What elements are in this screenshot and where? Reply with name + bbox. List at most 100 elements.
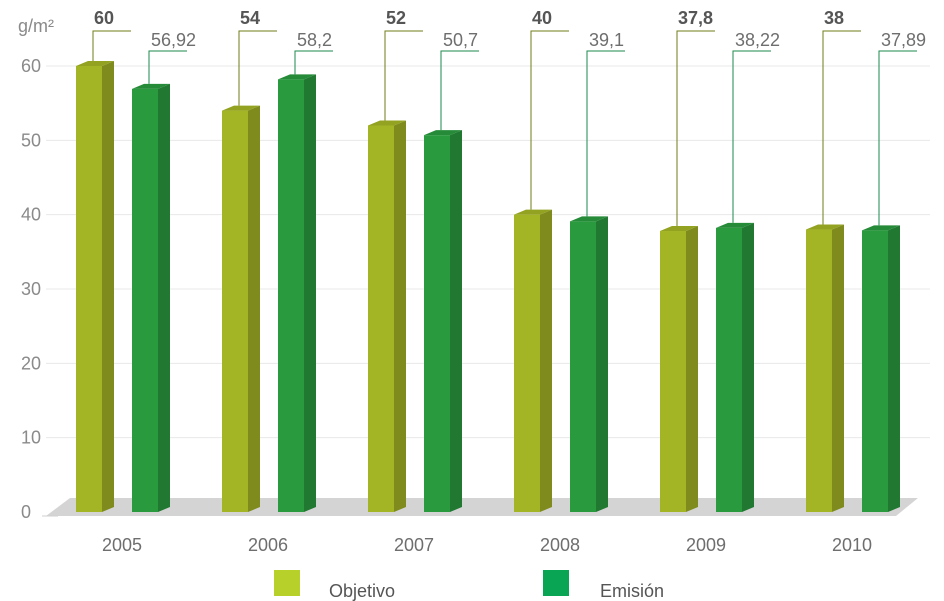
y-tick-label: 20 (21, 353, 41, 373)
y-tick-label: 50 (21, 130, 41, 150)
bar-objetivo-2007 (368, 120, 406, 512)
bar-side (248, 105, 260, 512)
floor-plane (46, 498, 918, 516)
y-tick-label: 60 (21, 56, 41, 76)
bar-front (424, 135, 450, 512)
legend-swatch-objetivo (274, 570, 300, 596)
leader-line (238, 30, 277, 106)
leader-line (822, 30, 861, 225)
bar-top (76, 61, 114, 66)
bar-emision-2010 (862, 225, 900, 512)
bar-front (806, 229, 832, 513)
leader-line (294, 50, 333, 75)
leader-line (148, 50, 187, 84)
legend: Objetivo Emisión (274, 570, 664, 601)
value-label-emision: 50,7 (443, 30, 478, 50)
legend-swatch-emision (543, 570, 569, 596)
leader-line (92, 30, 131, 61)
bar-side (596, 216, 608, 512)
value-label-objetivo: 38 (824, 8, 844, 28)
value-labels: 60 56,92 54 58,2 52 50,7 40 39,1 37,8 38,22 38 37,8… (92, 8, 926, 227)
y-axis: g/m² 0 10 20 30 40 50 60 (18, 16, 58, 522)
leader-line (384, 30, 423, 121)
value-label-emision: 58,2 (297, 30, 332, 50)
bar-front (278, 79, 304, 512)
value-label-emision: 37,89 (881, 30, 926, 50)
bar-emision-2006 (278, 74, 316, 512)
leader-line (586, 50, 625, 217)
value-label-objetivo: 54 (240, 8, 260, 28)
bar-side (832, 224, 844, 513)
bar-front (570, 221, 596, 512)
bar-top (278, 74, 316, 80)
bar-side (742, 222, 754, 512)
bar-top (862, 225, 900, 231)
gridlines (46, 65, 930, 439)
bar-front (222, 110, 248, 512)
bar-front (368, 125, 394, 512)
bar-side (888, 225, 900, 512)
bar-front (716, 227, 742, 512)
y-tick-label: 30 (21, 279, 41, 299)
legend-label-objetivo: Objetivo (329, 581, 395, 601)
bar-top (222, 105, 260, 111)
bar-top (424, 130, 462, 136)
bar-objetivo-2006 (222, 105, 260, 512)
leader-line (878, 50, 917, 226)
bar-side (102, 61, 114, 512)
value-label-objetivo: 60 (94, 8, 114, 28)
legend-label-emision: Emisión (600, 581, 664, 601)
bar-side (540, 209, 552, 512)
bar-top (806, 224, 844, 230)
value-label-emision: 39,1 (589, 30, 624, 50)
x-tick-label: 2005 (102, 535, 142, 555)
x-tick-label: 2006 (248, 535, 288, 555)
y-tick-label: 40 (21, 205, 41, 225)
value-label-objetivo: 37,8 (678, 8, 713, 28)
bar-emision-2005 (132, 83, 170, 513)
bar-top (570, 216, 608, 222)
y-tick-label: 0 (21, 502, 31, 522)
chart-floor (46, 498, 918, 516)
bar-front (132, 88, 158, 513)
bar-side (450, 130, 462, 512)
bar-side (394, 120, 406, 512)
bar-emision-2007 (424, 130, 462, 512)
bar-top (132, 83, 170, 89)
bar-emision-2008 (570, 216, 608, 512)
bar-top (716, 222, 754, 228)
leader-line (732, 50, 771, 223)
leader-line (440, 50, 479, 131)
bar-emision-2009 (716, 222, 754, 512)
bars (76, 61, 900, 513)
bar-side (686, 226, 698, 512)
bar-side (304, 74, 316, 512)
bar-side (158, 83, 170, 513)
bar-objetivo-2005 (76, 61, 114, 512)
bar-objetivo-2009 (660, 226, 698, 512)
bar-front (660, 231, 686, 512)
bar-top (514, 209, 552, 215)
leader-line (530, 30, 569, 210)
y-tick-label: 10 (21, 428, 41, 448)
value-label-emision: 38,22 (735, 30, 780, 50)
bar-front (862, 230, 888, 512)
x-tick-label: 2010 (832, 535, 872, 555)
bar-top (368, 120, 406, 126)
leader-line (676, 30, 715, 227)
x-tick-label: 2008 (540, 535, 580, 555)
bar-objetivo-2008 (514, 209, 552, 512)
bar-top (660, 226, 698, 232)
x-axis-labels: 2005 2006 2007 2008 2009 2010 (102, 535, 872, 555)
bar-objetivo-2010 (806, 224, 844, 513)
value-label-emision: 56,92 (151, 30, 196, 50)
value-label-objetivo: 52 (386, 8, 406, 28)
bar-front (514, 214, 540, 512)
x-tick-label: 2007 (394, 535, 434, 555)
y-unit-label: g/m² (18, 16, 54, 36)
bar-front (76, 66, 102, 512)
value-label-objetivo: 40 (532, 8, 552, 28)
x-tick-label: 2009 (686, 535, 726, 555)
